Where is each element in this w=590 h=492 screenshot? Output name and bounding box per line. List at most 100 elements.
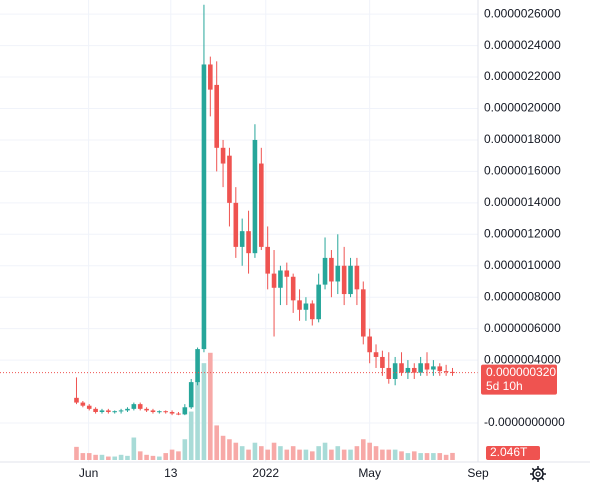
- candle-body: [80, 402, 86, 406]
- last-price-label: 0.0000003201: [486, 365, 563, 379]
- candle-body: [418, 363, 423, 373]
- volume-bar: [297, 449, 302, 460]
- x-tick-label: May: [358, 466, 381, 480]
- volume-bar: [354, 446, 360, 460]
- y-tick-label: 0.0000018000: [484, 132, 561, 146]
- candle-body: [118, 410, 124, 412]
- candle-body: [233, 202, 239, 247]
- candle-body: [93, 408, 98, 412]
- candle-body: [450, 371, 455, 373]
- candle-body: [392, 363, 398, 379]
- volume-bar: [450, 452, 455, 460]
- volume-bar: [188, 411, 194, 460]
- volume-bar: [284, 449, 290, 460]
- candle-body: [74, 397, 79, 403]
- candle-body: [367, 336, 372, 353]
- volume-bar: [157, 456, 162, 460]
- countdown-label: 5d 10h: [486, 379, 523, 393]
- candle-body: [150, 410, 156, 412]
- x-tick-label: 13: [164, 466, 178, 480]
- volume-bar: [418, 453, 423, 460]
- candle-body: [443, 371, 449, 373]
- volume-bar: [360, 439, 366, 460]
- candle-body: [220, 147, 226, 164]
- candle-body: [424, 363, 430, 370]
- y-tick-label: 0.0000016000: [484, 164, 561, 178]
- volume-bar: [195, 380, 200, 460]
- candle-body: [112, 411, 118, 413]
- volume-bar: [118, 454, 124, 460]
- volume-bar: [278, 446, 283, 460]
- volume-bar: [182, 439, 188, 460]
- volume-bar: [233, 442, 239, 460]
- volume-bar: [392, 449, 398, 460]
- volume-bar: [99, 454, 105, 460]
- candle-body: [278, 270, 283, 288]
- volume-bar: [424, 453, 430, 460]
- y-tick-label: 0.0000006000: [484, 321, 561, 335]
- candle-body: [169, 411, 175, 414]
- last-volume-label: 2.046T: [490, 445, 528, 459]
- gear-hub: [535, 471, 541, 477]
- volume-bar: [150, 455, 156, 460]
- volume-bar: [437, 453, 443, 460]
- candle-body: [437, 366, 443, 372]
- volume-bar: [131, 437, 137, 460]
- candle-body: [252, 139, 258, 254]
- volume-bar: [137, 451, 143, 460]
- candle-body: [99, 410, 105, 412]
- volume-bar: [144, 454, 149, 460]
- volume-bar: [431, 453, 436, 460]
- y-tick-label: 0.0000012000: [484, 226, 561, 240]
- volume-bar: [443, 454, 449, 460]
- x-tick-label: 2022: [252, 466, 279, 480]
- candle-body: [284, 270, 290, 277]
- y-tick-label: 0.0000008000: [484, 289, 561, 303]
- volume-bar: [373, 446, 379, 460]
- candle-body: [214, 84, 219, 148]
- candle-body: [290, 276, 296, 301]
- candle-body: [125, 408, 130, 411]
- volume-bar: [80, 453, 86, 460]
- candle-body: [335, 265, 341, 282]
- candle-body: [144, 408, 149, 411]
- volume-bar: [74, 446, 79, 460]
- volume-bar: [271, 442, 277, 460]
- volume-bar: [246, 449, 251, 460]
- volume-bar: [259, 446, 264, 460]
- volume-bar: [239, 446, 245, 460]
- candle-body: [137, 404, 143, 409]
- candle-body: [316, 284, 321, 320]
- y-tick-label: 0.0000024000: [484, 38, 561, 52]
- candle-body: [360, 289, 366, 337]
- candle-body: [380, 356, 385, 368]
- candle-body: [297, 300, 302, 310]
- candle-body: [106, 410, 111, 412]
- candle-body: [405, 367, 411, 373]
- volume-bar: [106, 456, 111, 460]
- volume-bar: [214, 425, 219, 460]
- volume-bar: [227, 439, 232, 460]
- y-tick-label: 0.0000026000: [484, 6, 561, 20]
- volume-bar: [163, 453, 169, 460]
- volume-bar: [125, 455, 130, 460]
- candle-body: [239, 231, 245, 247]
- candle-body: [348, 265, 353, 295]
- candle-body: [195, 349, 200, 383]
- candle-body: [373, 352, 379, 357]
- candle-body: [309, 303, 315, 320]
- candle-body: [322, 257, 328, 285]
- candle-body: [201, 64, 207, 350]
- volume-bar: [176, 451, 181, 460]
- volume-bar: [329, 449, 334, 460]
- candle-body: [329, 257, 334, 282]
- settings-icon[interactable]: [530, 466, 546, 482]
- volume-bar: [322, 442, 328, 460]
- x-tick-label: Sep: [467, 466, 489, 480]
- y-tick-label: 0.0000014000: [484, 195, 561, 209]
- candle-body: [271, 273, 277, 288]
- y-tick-label: 0.0000010000: [484, 258, 561, 272]
- candle-body: [341, 265, 347, 295]
- volume-bar: [348, 449, 353, 460]
- candle-body: [399, 363, 404, 373]
